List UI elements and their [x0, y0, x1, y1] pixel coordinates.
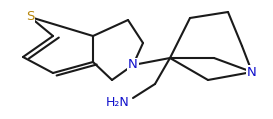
Text: H₂N: H₂N [106, 96, 130, 109]
Text: N: N [247, 65, 257, 79]
Text: N: N [128, 59, 138, 72]
Text: S: S [26, 10, 34, 23]
